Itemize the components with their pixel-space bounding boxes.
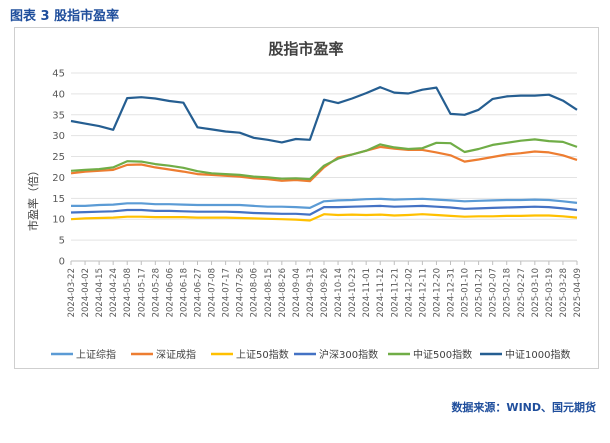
series-line — [70, 86, 578, 144]
x-tick-label: 2024-10-23 — [348, 268, 358, 317]
series-line — [71, 197, 578, 209]
x-tick-label: 2024-12-31 — [447, 268, 457, 317]
x-tick-label: 2024-09-13 — [306, 268, 316, 317]
chart-frame: 股指市盈率 市盈率（倍） 0 5 10 15 20 25 30 35 40 45 2024-03-… — [14, 27, 599, 369]
x-tick-label: 2024-08-06 — [250, 268, 260, 317]
x-tick-label: 2024-04-24 — [109, 268, 119, 317]
legend: 上证综指 深证成指 上证50指数 沪深300指数 中证500指数 中证1000指数 — [15, 344, 600, 364]
y-tick-label: 25 — [52, 152, 65, 163]
series-lines — [70, 86, 578, 222]
legend-label: 深证成指 — [156, 348, 196, 361]
x-tick-label: 2024-09-04 — [292, 268, 302, 317]
y-axis-ticks: 0 5 10 15 20 25 30 35 40 45 — [52, 69, 65, 268]
x-tick-label: 2024-05-08 — [123, 268, 133, 317]
y-tick-label: 45 — [52, 69, 65, 80]
y-tick-label: 35 — [52, 110, 65, 121]
data-source: 数据来源：WIND、国元期货 — [451, 401, 596, 414]
series-line — [70, 204, 578, 216]
x-tick-label: 2024-06-18 — [179, 268, 189, 317]
figure-caption: 图表 3 股指市盈率 — [10, 9, 120, 24]
x-tick-label: 2025-03-10 — [531, 268, 541, 317]
series-line — [70, 145, 578, 183]
y-tick-label: 40 — [52, 89, 65, 100]
y-tick-label: 0 — [59, 257, 65, 268]
y-tick-label: 20 — [52, 173, 65, 184]
x-tick-label: 2024-03-22 — [67, 268, 77, 317]
y-tick-label: 5 — [59, 236, 65, 247]
x-tick-label: 2025-02-27 — [517, 268, 527, 317]
x-tick-label: 2025-01-21 — [475, 268, 485, 317]
x-tick-label: 2024-07-08 — [208, 268, 218, 317]
x-tick-label: 2024-06-06 — [165, 268, 175, 317]
x-tick-label: 2024-05-28 — [151, 268, 161, 317]
legend-label: 沪深300指数 — [319, 348, 378, 361]
x-tick-label: 2025-02-07 — [489, 268, 499, 317]
x-tick-label: 2024-07-17 — [222, 268, 232, 317]
x-tick-label: 2024-08-15 — [264, 268, 274, 317]
x-tick-label: 2024-10-14 — [334, 268, 344, 317]
x-tick-label: 2024-04-02 — [81, 268, 91, 317]
x-tick-label: 2025-01-10 — [461, 268, 471, 317]
x-tick-label: 2024-12-02 — [404, 268, 414, 317]
x-tick-label: 2024-12-11 — [418, 268, 428, 317]
x-tick-label: 2024-09-26 — [320, 268, 330, 317]
series-line — [70, 138, 578, 181]
x-tick-label: 2024-05-17 — [137, 268, 147, 317]
x-tick-label: 2024-11-12 — [376, 268, 386, 317]
legend-label: 中证1000指数 — [505, 348, 570, 361]
y-axis-label: 市盈率（倍） — [26, 165, 40, 231]
x-tick-label: 2024-12-20 — [432, 268, 442, 317]
x-tick-label: 2024-07-26 — [236, 268, 246, 317]
legend-label: 中证500指数 — [413, 348, 472, 361]
chart-title: 股指市盈率 — [268, 40, 343, 58]
x-tick-label: 2024-04-15 — [95, 268, 105, 317]
series-line — [70, 213, 578, 222]
y-tick-label: 10 — [52, 215, 65, 226]
x-tick-label: 2025-02-18 — [503, 268, 513, 317]
x-tick-label: 2024-11-01 — [362, 268, 372, 317]
x-tick-label: 2025-04-09 — [573, 268, 583, 317]
x-tick-label: 2025-03-28 — [559, 268, 569, 317]
pe-ratio-chart: 股指市盈率 市盈率（倍） 0 5 10 15 20 25 30 35 40 45 2024-03-… — [26, 40, 583, 317]
x-tick-label: 2025-03-19 — [545, 268, 555, 317]
x-tick-label: 2024-08-26 — [278, 268, 288, 317]
legend-label: 上证50指数 — [236, 348, 289, 361]
legend-label: 上证综指 — [76, 348, 116, 361]
y-tick-label: 30 — [52, 131, 65, 142]
x-axis-ticks: 2024-03-22 2024-04-02 2024-04-15 2024-04-24… — [67, 261, 583, 317]
legend-items: 上证综指 深证成指 上证50指数 沪深300指数 中证500指数 中证1000指数 — [51, 348, 570, 361]
y-tick-label: 15 — [52, 194, 65, 205]
x-tick-label: 2024-11-21 — [390, 268, 400, 317]
gridlines — [71, 72, 577, 262]
x-tick-label: 2024-06-27 — [194, 268, 204, 317]
